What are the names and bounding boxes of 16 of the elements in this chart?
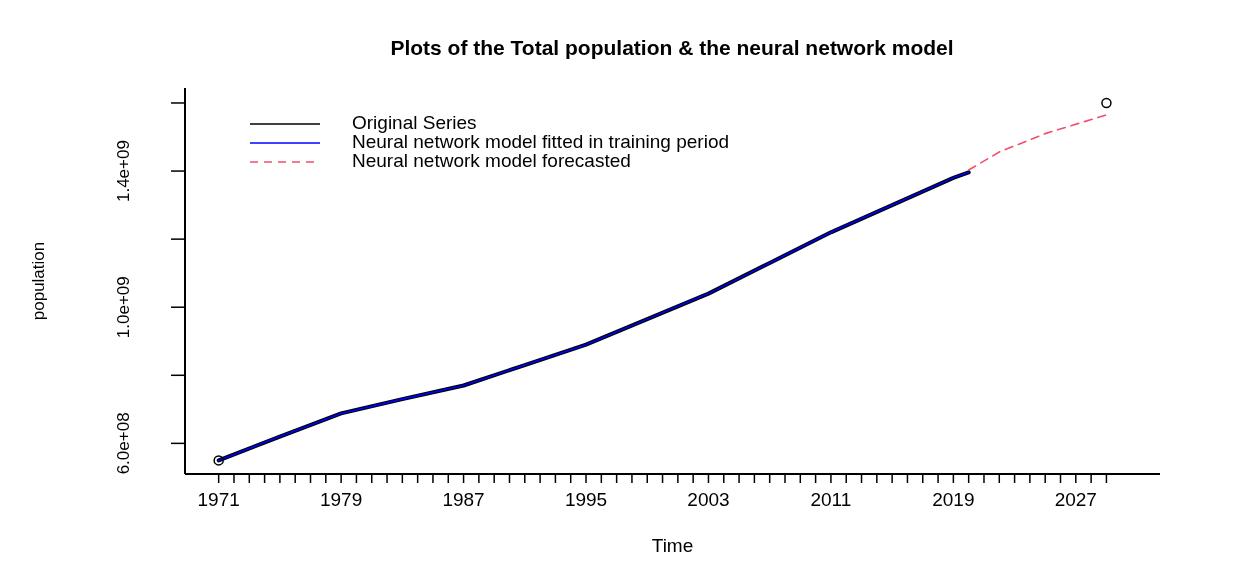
y-tick-label: 1.0e+09 xyxy=(114,276,134,339)
x-tick-label: 1987 xyxy=(442,489,485,510)
x-tick-label: 2011 xyxy=(810,489,852,510)
y-tick-label: 1.4e+09 xyxy=(114,140,134,203)
x-tick-label: 2019 xyxy=(932,489,975,510)
x-tick-label: 2003 xyxy=(687,489,730,510)
legend-label: Original Series xyxy=(352,112,477,134)
x-tick-label: 1979 xyxy=(319,489,363,510)
y-tick-label: 6.0e+08 xyxy=(114,412,134,475)
x-axis-title: Time xyxy=(651,535,694,556)
y-axis-title: population xyxy=(29,241,49,321)
legend-label: Neural network model forecasted xyxy=(352,150,631,172)
x-tick-label: 1971 xyxy=(197,489,240,510)
x-tick-label: 2027 xyxy=(1054,489,1097,510)
chart-title: Plots of the Total population & the neural network model xyxy=(390,36,954,59)
x-tick-label: 1995 xyxy=(564,489,608,510)
